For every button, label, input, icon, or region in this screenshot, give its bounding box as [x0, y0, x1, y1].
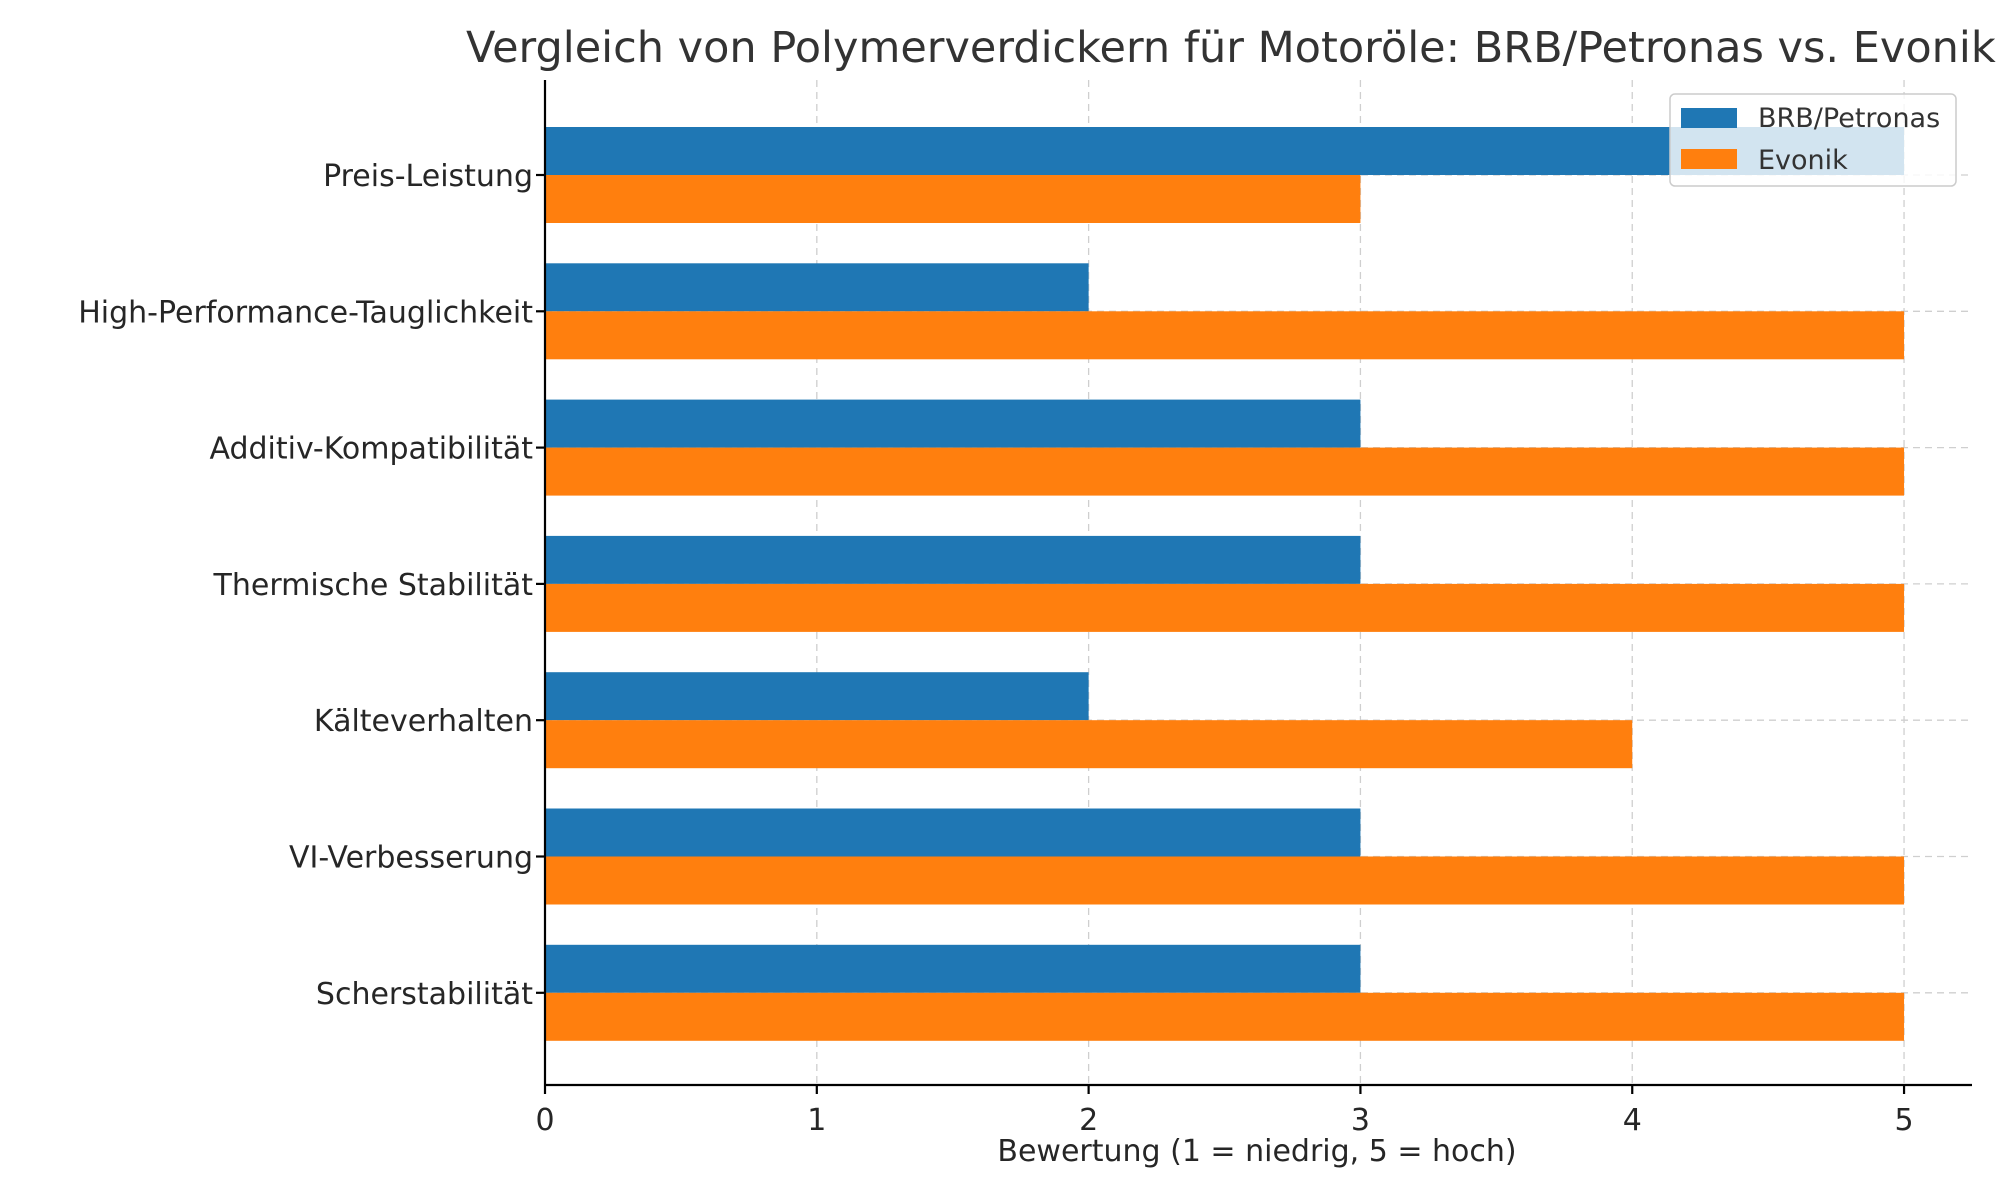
category-label: VI-Verbesserung	[289, 841, 533, 876]
bar-evonik-7	[545, 992, 1905, 1041]
bar-brb-petronas-2	[545, 263, 1089, 312]
bar-evonik-3	[545, 447, 1905, 496]
bar-evonik-4	[545, 583, 1905, 632]
label-layer: 0 1 2 3 4 5 Preis-Leistung High-Performance-Tau…	[78, 159, 1913, 1138]
legend-label-evonik: Evonik	[1758, 145, 1848, 176]
x-tick-label: 4	[1623, 1103, 1642, 1138]
chart-title: Vergleich von Polymerverdickern für Moto…	[466, 23, 1996, 73]
axis-layer	[536, 80, 1972, 1094]
legend-label-brb-petronas: BRB/Petronas	[1758, 103, 1940, 134]
bar-evonik-6	[545, 856, 1905, 905]
legend: BRB/Petronas Evonik	[1669, 93, 1957, 187]
legend-frame	[1669, 93, 1957, 187]
bar-layer	[545, 127, 1905, 1041]
legend-swatch-brb-petronas	[1681, 108, 1737, 128]
bar-brb-petronas-4	[545, 535, 1361, 584]
bar-evonik-1	[545, 175, 1361, 223]
legend-swatch-evonik	[1681, 149, 1737, 169]
category-label: Additiv-Kompatibilität	[209, 432, 533, 467]
category-label: High-Performance-Tauglichkeit	[78, 295, 533, 330]
bar-brb-petronas-5	[545, 672, 1089, 721]
bar-evonik-5	[545, 720, 1633, 769]
x-axis-label: Bewertung (1 = niedrig, 5 = hoch)	[997, 1134, 1516, 1169]
category-label: Kälteverhalten	[314, 704, 533, 739]
bar-brb-petronas-3	[545, 399, 1361, 448]
x-tick-label: 2	[1079, 1103, 1098, 1138]
category-label: Scherstabilität	[316, 977, 533, 1012]
bar-brb-petronas-7	[545, 944, 1361, 993]
x-tick-label: 5	[1895, 1103, 1914, 1138]
x-tick-label: 3	[1351, 1103, 1370, 1138]
bar-brb-petronas-6	[545, 808, 1361, 857]
x-tick-label: 0	[535, 1103, 554, 1138]
category-label: Thermische Stabilität	[213, 568, 534, 603]
x-tick-label: 1	[807, 1103, 826, 1138]
category-label: Preis-Leistung	[323, 159, 533, 194]
bar-evonik-2	[545, 311, 1905, 360]
